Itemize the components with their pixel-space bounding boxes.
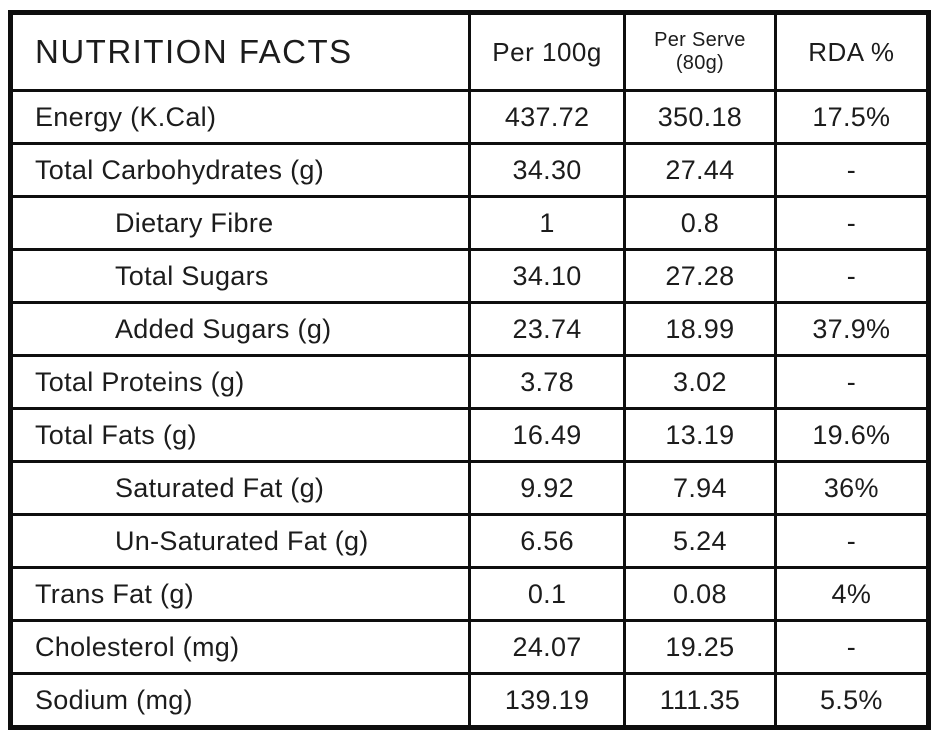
table-title: NUTRITION FACTS <box>9 11 471 92</box>
nutrient-label-cell: Total Fats (g) <box>9 407 471 463</box>
per-serve-value-cell: 27.28 <box>623 248 777 304</box>
table-row: Energy (K.Cal) 437.72 350.18 17.5% <box>9 89 931 145</box>
rda-value-cell: 36% <box>773 460 931 516</box>
nutrient-label-cell: Energy (K.Cal) <box>9 89 471 145</box>
nutrition-label-sheet: NUTRITION FACTS Per 100g Per Serve (80g)… <box>8 10 931 730</box>
nutrient-label-cell: Cholesterol (mg) <box>9 619 471 675</box>
table-body: Energy (K.Cal) 437.72 350.18 17.5% Total… <box>9 89 931 729</box>
table-row: Total Sugars 34.10 27.28 - <box>9 248 931 304</box>
nutrient-label-cell: Sodium (mg) <box>9 672 471 729</box>
per-serve-value-cell: 350.18 <box>623 89 777 145</box>
rda-value-cell: - <box>773 248 931 304</box>
table-row: Total Carbohydrates (g) 34.30 27.44 - <box>9 142 931 198</box>
rda-value-cell: - <box>773 354 931 410</box>
per-serve-value-cell: 13.19 <box>623 407 777 463</box>
rda-value-cell: - <box>773 513 931 569</box>
rda-value-cell: 4% <box>773 566 931 622</box>
nutrient-label-cell: Trans Fat (g) <box>9 566 471 622</box>
per-100g-value-cell: 139.19 <box>467 672 627 729</box>
table-row: Added Sugars (g) 23.74 18.99 37.9% <box>9 301 931 357</box>
nutrition-facts-table: NUTRITION FACTS Per 100g Per Serve (80g)… <box>8 10 931 730</box>
per-serve-value-cell: 19.25 <box>623 619 777 675</box>
rda-value-cell: - <box>773 195 931 251</box>
table-row: Un-Saturated Fat (g) 6.56 5.24 - <box>9 513 931 569</box>
per-100g-value-cell: 9.92 <box>467 460 627 516</box>
per-100g-value-cell: 16.49 <box>467 407 627 463</box>
rda-value-cell: 19.6% <box>773 407 931 463</box>
per-100g-value-cell: 3.78 <box>467 354 627 410</box>
table-row: Total Fats (g) 16.49 13.19 19.6% <box>9 407 931 463</box>
per-100g-value-cell: 23.74 <box>467 301 627 357</box>
table-row: Total Proteins (g) 3.78 3.02 - <box>9 354 931 410</box>
rda-value-cell: - <box>773 619 931 675</box>
nutrient-label-cell: Total Carbohydrates (g) <box>9 142 471 198</box>
table-row: Cholesterol (mg) 24.07 19.25 - <box>9 619 931 675</box>
rda-value-cell: 5.5% <box>773 672 931 729</box>
per-serve-value-cell: 0.8 <box>623 195 777 251</box>
per-serve-value-cell: 3.02 <box>623 354 777 410</box>
rda-value-cell: - <box>773 142 931 198</box>
table-row: Saturated Fat (g) 9.92 7.94 36% <box>9 460 931 516</box>
table-row: Dietary Fibre 1 0.8 - <box>9 195 931 251</box>
per-100g-header: Per 100g <box>467 11 627 92</box>
rda-value-cell: 17.5% <box>773 89 931 145</box>
nutrient-label-cell: Added Sugars (g) <box>9 301 471 357</box>
nutrient-label-cell: Total Proteins (g) <box>9 354 471 410</box>
per-100g-value-cell: 34.10 <box>467 248 627 304</box>
nutrient-label-cell: Saturated Fat (g) <box>9 460 471 516</box>
nutrient-label-cell: Total Sugars <box>9 248 471 304</box>
per-100g-value-cell: 0.1 <box>467 566 627 622</box>
per-serve-value-cell: 5.24 <box>623 513 777 569</box>
per-100g-value-cell: 34.30 <box>467 142 627 198</box>
per-serve-header: Per Serve (80g) <box>623 11 777 92</box>
per-100g-value-cell: 1 <box>467 195 627 251</box>
per-100g-value-cell: 437.72 <box>467 89 627 145</box>
per-serve-value-cell: 18.99 <box>623 301 777 357</box>
table-row: Trans Fat (g) 0.1 0.08 4% <box>9 566 931 622</box>
per-100g-value-cell: 24.07 <box>467 619 627 675</box>
rda-value-cell: 37.9% <box>773 301 931 357</box>
per-serve-value-cell: 0.08 <box>623 566 777 622</box>
nutrient-label-cell: Dietary Fibre <box>9 195 471 251</box>
table-row: Sodium (mg) 139.19 111.35 5.5% <box>9 672 931 729</box>
per-serve-value-cell: 111.35 <box>623 672 777 729</box>
rda-percent-header: RDA % <box>773 11 931 92</box>
nutrient-label-cell: Un-Saturated Fat (g) <box>9 513 471 569</box>
table-header: NUTRITION FACTS Per 100g Per Serve (80g)… <box>9 11 931 92</box>
per-serve-value-cell: 27.44 <box>623 142 777 198</box>
per-100g-value-cell: 6.56 <box>467 513 627 569</box>
per-serve-value-cell: 7.94 <box>623 460 777 516</box>
header-row: NUTRITION FACTS Per 100g Per Serve (80g)… <box>9 11 931 92</box>
